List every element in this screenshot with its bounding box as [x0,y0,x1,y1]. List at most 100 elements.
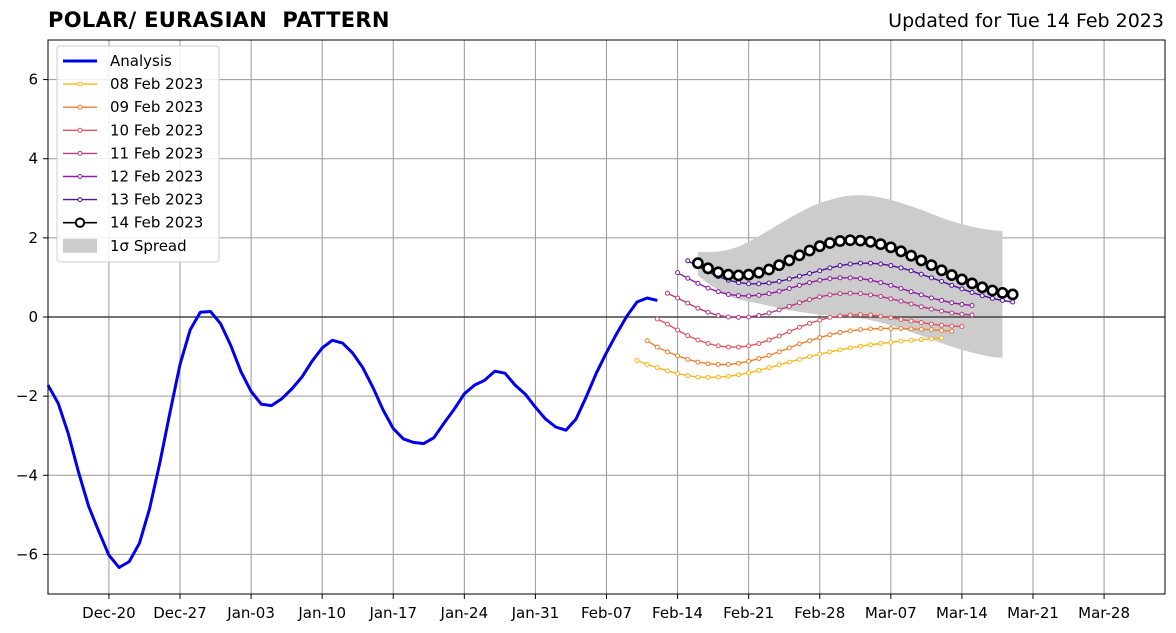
data-point [864,235,877,248]
data-point [685,300,691,306]
data-point [928,321,934,327]
x-tick-label: Jan-24 [440,604,489,622]
data-point [722,268,735,281]
data-point [908,337,914,343]
data-point [918,271,924,277]
data-point [705,285,711,291]
data-point [925,259,938,272]
data-point [868,312,874,318]
data-point [725,361,731,367]
data-point [857,260,863,266]
data-point [878,313,884,319]
legend-label: 09 Feb 2023 [110,98,203,116]
data-point [976,281,989,294]
data-point [776,362,782,368]
data-point [664,349,670,355]
legend-entry: 11 Feb 2023 [63,144,203,162]
data-point [766,337,772,343]
data-point [786,359,792,365]
data-point [837,291,843,297]
data-point [746,343,752,349]
data-point [827,332,833,338]
legend-marker [77,81,83,87]
data-point [837,275,843,281]
data-point [878,280,884,286]
data-point [695,359,701,365]
data-point [732,269,745,282]
legend-entry: 14 Feb 2023 [63,214,203,232]
data-point [766,365,772,371]
tick-layer: −6 −4 −2 0 2 4 6 Dec-20 Dec-27 Jan-03 Jan-10 Jan-17… [16,71,1130,622]
data-point [817,294,823,300]
data-point [837,263,843,269]
data-point [837,329,843,335]
x-tick-label: Jan-17 [368,604,417,622]
data-point [702,262,714,275]
data-point [786,329,792,335]
data-point [908,289,914,295]
legend: Analysis 08 Feb 2023 09 Feb 2023 10 Feb 202… [56,45,220,263]
data-point [898,338,904,344]
data-point [776,278,782,284]
data-point [756,281,762,287]
data-point [888,296,894,302]
data-point [654,316,660,322]
data-point [712,266,725,279]
y-tick-label: 0 [28,308,38,326]
data-point [918,292,924,298]
data-point [898,316,904,322]
data-point [928,275,934,281]
series-14-feb-2023 [691,234,1019,301]
y-tick-label: −4 [16,466,38,484]
legend-label: 14 Feb 2023 [110,214,203,232]
data-point [966,277,978,290]
data-point [888,339,894,345]
data-point [847,290,853,296]
data-point [715,374,721,380]
data-point [854,234,867,247]
data-point [847,345,853,351]
data-point [695,280,701,286]
data-point [817,351,823,357]
legend-marker [77,127,83,133]
data-point [989,295,995,301]
data-point [766,291,772,297]
x-tick-label: Dec-27 [153,604,207,622]
data-point [746,314,752,320]
data-point [1010,299,1016,305]
y-tick-label: 4 [28,150,38,168]
data-point [908,326,914,332]
x-tick-label: Jan-03 [226,604,275,622]
y-tick-label: 6 [28,71,38,89]
series-line [46,296,658,569]
legend-label: 10 Feb 2023 [110,121,203,139]
legend-entry: 09 Feb 2023 [63,98,203,116]
data-point [634,358,640,364]
data-point [786,276,792,282]
legend-marker [77,150,83,156]
data-point [908,301,914,307]
legend-marker [77,174,83,179]
data-point [868,260,874,266]
data-point [969,312,975,318]
series-12-feb-2023 [675,270,975,309]
data-point [949,323,955,329]
data-point [756,356,762,362]
data-point [949,300,955,306]
data-point [895,245,907,258]
data-point [705,309,711,315]
data-point [807,320,813,326]
data-point [783,254,796,267]
data-point [834,235,846,247]
data-point [756,312,762,318]
legend-marker [74,217,86,228]
data-point [807,297,813,303]
data-point [685,373,691,379]
data-point [664,321,670,327]
data-point [868,342,874,348]
data-point [837,313,843,319]
data-point [776,349,782,355]
data-point [746,281,752,287]
data-point [786,303,792,309]
data-point [918,337,924,343]
